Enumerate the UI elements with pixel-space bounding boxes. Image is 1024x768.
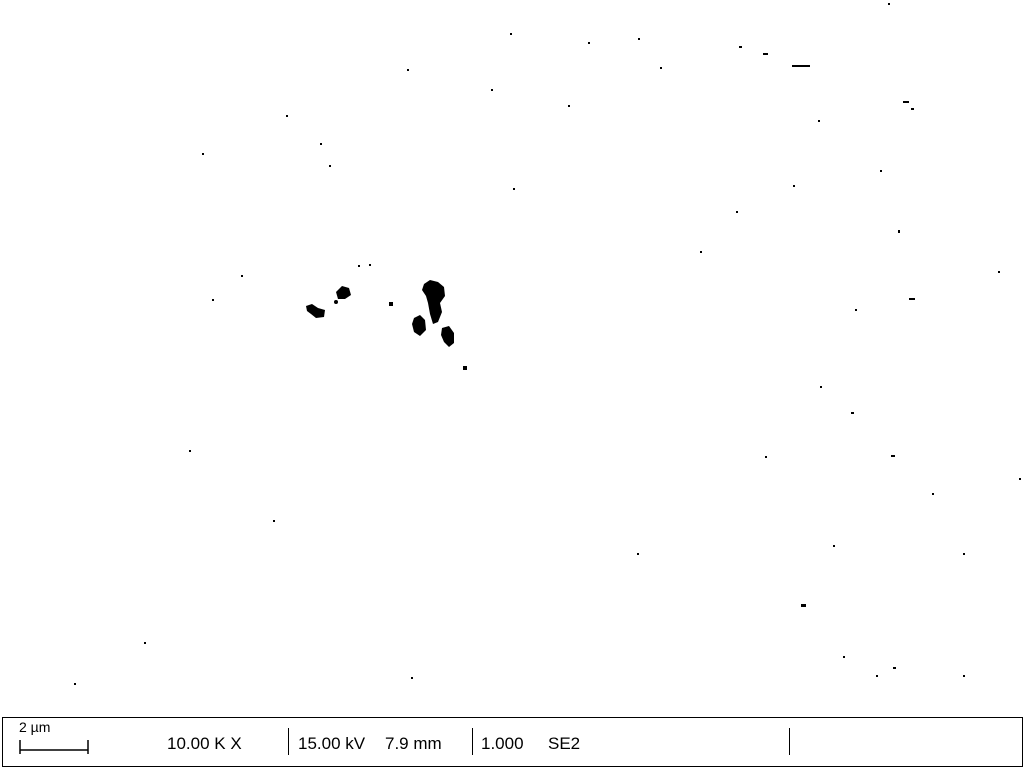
micrograph-image [74, 3, 1021, 685]
particle [412, 315, 426, 336]
particle [306, 304, 325, 318]
scale-bar [19, 740, 89, 754]
particle [389, 302, 393, 306]
micrograph-particles [74, 3, 1021, 685]
separator [288, 728, 289, 755]
particle [441, 326, 454, 347]
working-distance-value: 7.9 mm [385, 734, 442, 753]
particle [463, 366, 467, 370]
particle [334, 300, 338, 304]
particle [422, 280, 445, 324]
separator [472, 728, 473, 755]
sem-data-bar: 2 µm 10.00 K X 15.00 kV 7.9 mm 1.000 SE2 [2, 717, 1023, 767]
scan-value: 1.000 [481, 734, 524, 753]
magnification-value: 10.00 K X [167, 734, 242, 753]
detector-value: SE2 [548, 734, 581, 753]
particle [336, 286, 351, 299]
scale-bar-label: 2 µm [19, 719, 51, 735]
voltage-value: 15.00 kV [298, 734, 366, 753]
separator [789, 728, 790, 755]
